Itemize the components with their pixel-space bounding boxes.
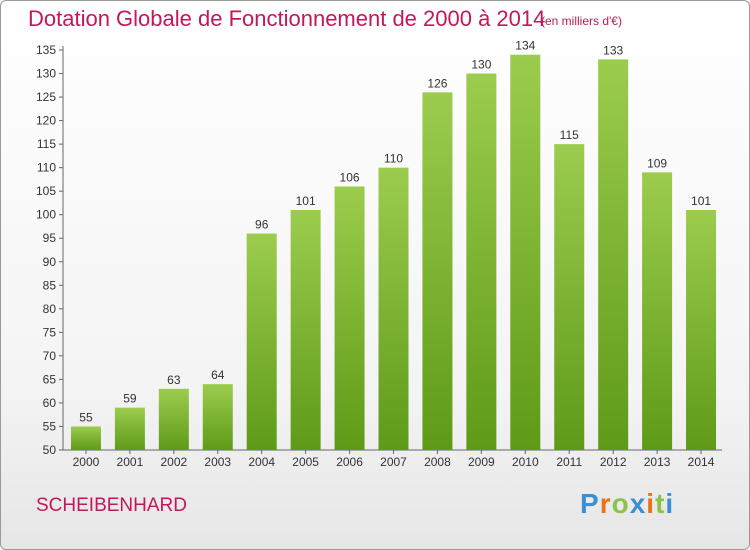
y-tick-label: 80 xyxy=(43,302,57,316)
data-label: 101 xyxy=(296,194,316,208)
logo-letter: r xyxy=(599,488,612,519)
x-tick-label: 2013 xyxy=(644,455,671,469)
data-label: 96 xyxy=(255,218,269,232)
data-label: 55 xyxy=(79,410,93,424)
proxiti-logo: Proxiti xyxy=(580,488,674,520)
y-tick-label: 75 xyxy=(43,325,57,339)
bar xyxy=(334,186,365,450)
data-label: 110 xyxy=(384,152,403,166)
y-tick-label: 120 xyxy=(36,114,56,128)
y-tick-label: 85 xyxy=(43,278,57,292)
x-tick-label: 2012 xyxy=(600,455,627,469)
data-label: 101 xyxy=(691,194,711,208)
x-tick-label: 2004 xyxy=(248,455,275,469)
data-label: 134 xyxy=(515,39,535,53)
logo-letter: o xyxy=(611,488,630,519)
bar xyxy=(642,172,673,450)
y-tick-label: 60 xyxy=(43,396,57,410)
y-tick-label: 100 xyxy=(36,208,56,222)
logo-letter: t xyxy=(655,488,666,519)
y-tick-label: 95 xyxy=(43,231,57,245)
y-tick-label: 135 xyxy=(36,43,56,57)
bar xyxy=(554,144,585,450)
data-label: 63 xyxy=(167,373,181,387)
data-labels: 55 59 63 64 96 101 106 110 126 130 134 115 133 109 101 xyxy=(79,39,711,425)
x-tick-label: 2007 xyxy=(380,455,407,469)
y-tick-label: 110 xyxy=(37,161,56,175)
logo-letter: i xyxy=(646,488,656,519)
bar xyxy=(598,59,629,450)
data-label: 126 xyxy=(427,76,447,90)
chart-title: Dotation Globale de Fonctionnement de 20… xyxy=(28,6,546,31)
x-tick-label: 2001 xyxy=(117,455,144,469)
bar xyxy=(246,233,277,450)
data-label: 64 xyxy=(211,368,225,382)
y-tick-label: 55 xyxy=(43,419,57,433)
data-label: 106 xyxy=(340,170,360,184)
bar xyxy=(202,384,233,450)
bar xyxy=(510,54,541,451)
data-label: 59 xyxy=(123,392,137,406)
bar xyxy=(290,210,321,450)
x-tick-label: 2005 xyxy=(292,455,319,469)
x-tick-label: 2009 xyxy=(468,455,495,469)
bar xyxy=(466,73,497,450)
logo-letter: i xyxy=(665,488,675,519)
x-tick-label: 2006 xyxy=(336,455,363,469)
data-label: 115 xyxy=(560,128,579,142)
chart-subtitle: (en milliers d'€) xyxy=(541,14,622,28)
x-tick-label: 2014 xyxy=(688,455,715,469)
y-tick-label: 115 xyxy=(37,137,56,151)
data-label: 130 xyxy=(471,58,491,72)
x-tick-label: 2008 xyxy=(424,455,451,469)
x-tick-label: 2003 xyxy=(204,455,231,469)
bar xyxy=(158,388,189,450)
data-label: 109 xyxy=(647,156,667,170)
bar xyxy=(422,92,453,451)
y-tick-label: 90 xyxy=(43,255,57,269)
bar xyxy=(70,426,101,450)
y-tick-label: 70 xyxy=(43,349,57,363)
bar xyxy=(378,167,409,450)
y-tick-label: 65 xyxy=(43,372,57,386)
y-tick-label: 130 xyxy=(36,67,56,81)
bar xyxy=(686,210,717,450)
commune-name: SCHEIBENHARD xyxy=(36,495,187,516)
x-tick-label: 2002 xyxy=(160,455,187,469)
logo-letter: x xyxy=(629,488,647,519)
bar xyxy=(114,407,145,450)
logo-letter: P xyxy=(580,488,600,519)
x-tick-label: 2010 xyxy=(512,455,539,469)
data-label: 133 xyxy=(603,43,623,57)
y-tick-label: 105 xyxy=(36,184,56,198)
y-tick-label: 125 xyxy=(36,90,56,104)
y-tick-label: 50 xyxy=(43,443,57,457)
bars xyxy=(70,54,717,451)
x-tick-label: 2000 xyxy=(73,455,100,469)
x-tick-label: 2011 xyxy=(556,455,582,469)
